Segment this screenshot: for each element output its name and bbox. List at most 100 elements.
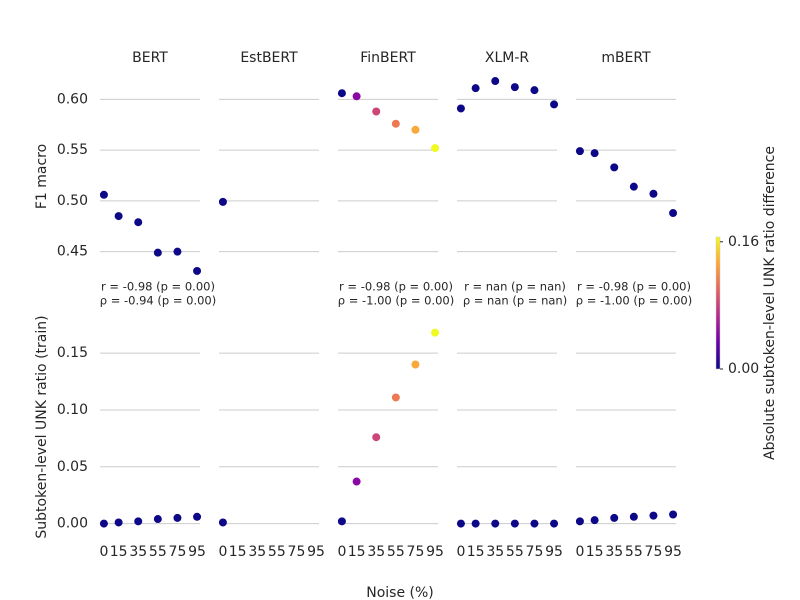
point (491, 77, 500, 86)
point (510, 519, 519, 528)
point (649, 189, 658, 198)
y-tick-label: 0.05 (57, 459, 88, 475)
x-tick-label: 55 (268, 544, 286, 560)
point (352, 92, 361, 101)
panel-title: mBERT (601, 50, 651, 66)
point (153, 515, 162, 524)
point (629, 182, 638, 191)
point (134, 517, 143, 526)
point (114, 518, 123, 527)
x-tick-label: 55 (506, 544, 524, 560)
x-tick-label: 95 (307, 544, 325, 560)
x-tick-label: 95 (188, 544, 206, 560)
point (550, 100, 559, 109)
annotation: ρ = nan (p = nan) (463, 294, 567, 308)
x-tick-label: 75 (645, 544, 663, 560)
point (352, 477, 361, 486)
point (99, 190, 108, 199)
x-tick-label: 15 (348, 544, 366, 560)
y-tick-label: 0.60 (57, 91, 88, 107)
point (193, 512, 202, 521)
x-tick-label: 55 (625, 544, 643, 560)
point (411, 125, 420, 134)
point (491, 519, 500, 528)
x-tick-label: 35 (248, 544, 266, 560)
point (372, 433, 381, 442)
colorbar-label: Absolute subtoken-level UNK ratio differ… (762, 146, 778, 460)
point (456, 104, 465, 113)
y-tick-label: 0.15 (57, 345, 88, 361)
x-axis-label: Noise (%) (366, 585, 434, 600)
y-tick-label: 0.00 (57, 516, 88, 532)
point (669, 209, 678, 218)
annotation: r = nan (p = nan) (464, 280, 566, 294)
y-tick-label: 0.10 (57, 402, 88, 418)
y-axis-label: F1 macro (34, 144, 50, 209)
x-tick-label: 35 (605, 544, 623, 560)
x-tick-label: 15 (229, 544, 247, 560)
x-tick-label: 35 (486, 544, 504, 560)
x-tick-label: 0 (575, 544, 584, 560)
point (456, 519, 465, 528)
x-tick-label: 0 (456, 544, 465, 560)
point (471, 84, 480, 93)
x-tick-label: 75 (526, 544, 544, 560)
x-tick-label: 95 (545, 544, 563, 560)
annotation: ρ = -1.00 (p = 0.00) (338, 294, 454, 308)
x-tick-label: 15 (467, 544, 485, 560)
panel-title: XLM-R (485, 50, 530, 66)
x-tick-label: 95 (664, 544, 682, 560)
point (530, 86, 539, 95)
point (510, 83, 519, 92)
point (391, 119, 400, 128)
x-tick-label: 75 (288, 544, 306, 560)
point (99, 519, 108, 528)
point (218, 197, 227, 206)
panel-title: EstBERT (240, 50, 298, 66)
annotation: ρ = -1.00 (p = 0.00) (576, 294, 692, 308)
point (629, 512, 638, 521)
x-tick-label: 15 (110, 544, 128, 560)
y-tick-label: 0.55 (57, 142, 88, 158)
point (610, 513, 619, 522)
point (550, 519, 559, 528)
x-tick-label: 35 (367, 544, 385, 560)
x-tick-label: 55 (149, 544, 167, 560)
point (218, 518, 227, 527)
point (610, 163, 619, 172)
x-tick-label: 55 (387, 544, 405, 560)
y-axis-label: Subtoken-level UNK ratio (train) (34, 315, 50, 538)
annotation: r = -0.98 (p = 0.00) (577, 280, 691, 294)
x-tick-label: 0 (99, 544, 108, 560)
point (411, 360, 420, 369)
panel-title: FinBERT (360, 50, 416, 66)
point (114, 212, 123, 221)
point (337, 89, 346, 98)
annotation: r = -0.98 (p = 0.00) (339, 280, 453, 294)
annotation: r = -0.98 (p = 0.00) (101, 280, 215, 294)
point (471, 519, 480, 528)
colorbar-tick-label: 0.00 (728, 361, 759, 377)
x-tick-label: 95 (426, 544, 444, 560)
x-tick-label: 0 (218, 544, 227, 560)
x-tick-label: 0 (337, 544, 346, 560)
panel-title: BERT (132, 50, 168, 66)
point (575, 147, 584, 156)
colorbar (715, 236, 721, 370)
x-tick-label: 75 (169, 544, 187, 560)
point (530, 519, 539, 528)
point (649, 511, 658, 520)
y-tick-label: 0.50 (57, 193, 88, 209)
point (173, 247, 182, 256)
point (590, 516, 599, 525)
point (431, 328, 440, 337)
point (134, 218, 143, 227)
point (575, 517, 584, 526)
point (590, 149, 599, 158)
x-tick-label: 15 (586, 544, 604, 560)
annotation: ρ = -0.94 (p = 0.00) (100, 294, 216, 308)
point (372, 107, 381, 116)
point (193, 266, 202, 275)
